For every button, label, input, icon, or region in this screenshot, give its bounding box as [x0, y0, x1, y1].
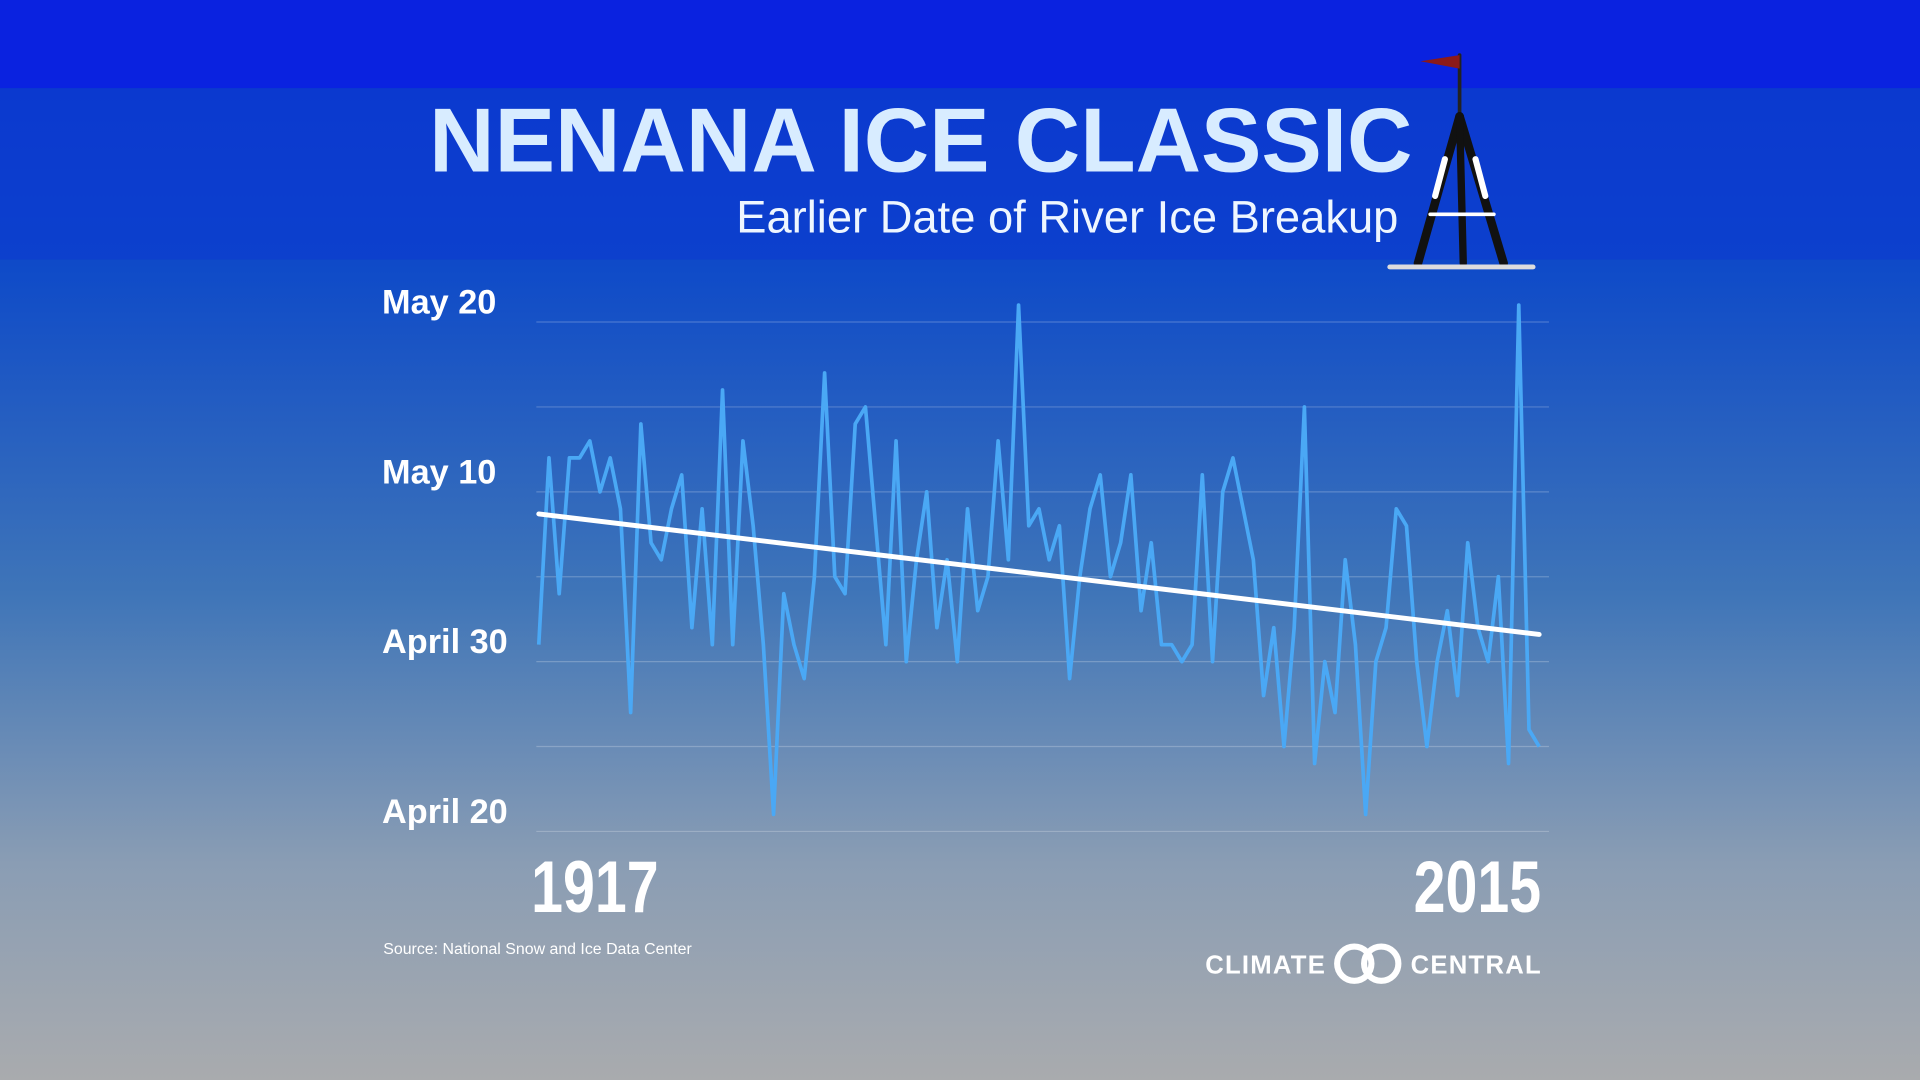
- logo-ring: [1361, 943, 1402, 984]
- chart-title: NENANA ICE CLASSIC: [429, 90, 1412, 191]
- x-tick-label: 1917: [531, 845, 658, 928]
- logo-ring: [1334, 943, 1375, 984]
- x-tick-label: 2015: [1414, 845, 1541, 928]
- logo-left: CLIMATE: [1205, 951, 1326, 979]
- chart-subtitle: Earlier Date of River Ice Breakup: [736, 192, 1398, 243]
- top-band: [0, 0, 1920, 89]
- logo-right: CENTRAL: [1411, 951, 1542, 979]
- title-band: [0, 88, 1920, 260]
- source-note: Source: National Snow and Ice Data Cente…: [383, 941, 692, 958]
- tripod-icon: [1387, 53, 1536, 270]
- y-tick-label: April 20: [382, 793, 508, 831]
- y-tick-label: May 20: [382, 283, 496, 321]
- data-line: [536, 303, 1541, 817]
- y-tick-label: April 30: [382, 623, 508, 661]
- y-tick-label: May 10: [382, 453, 496, 491]
- logo: CLIMATE CENTRAL: [1205, 943, 1542, 984]
- trend-line: [536, 511, 1542, 637]
